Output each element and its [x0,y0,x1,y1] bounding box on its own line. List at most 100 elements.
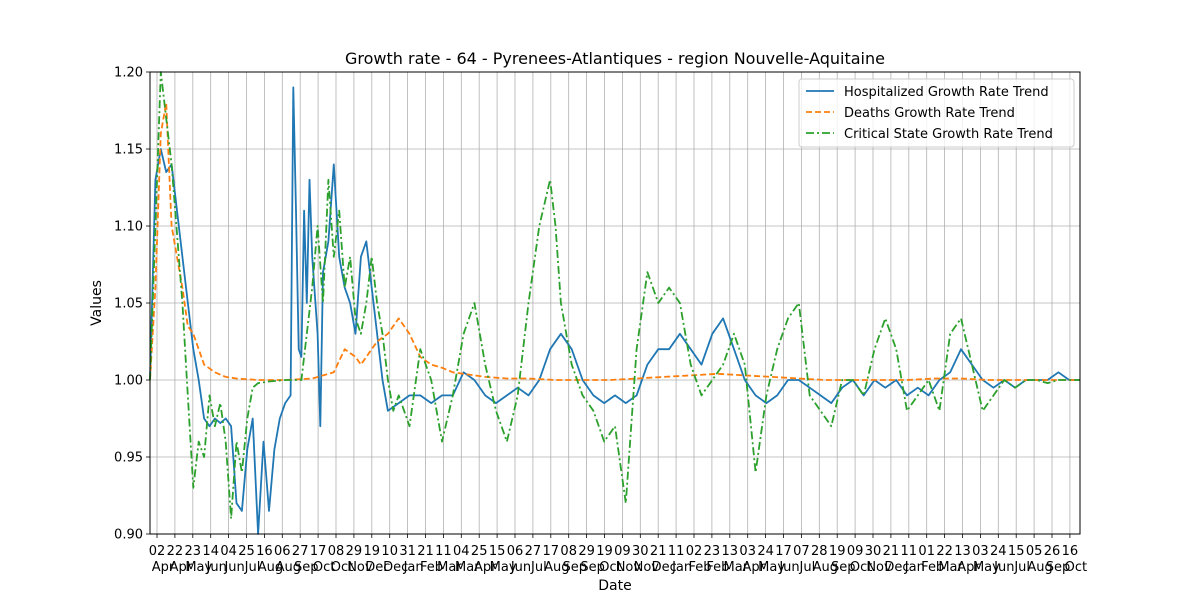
x-tick-day-label: 02 [149,544,166,559]
series-line-1 [149,101,1080,381]
series-line-0 [149,86,1080,535]
x-tick-month-label: Oct [850,560,872,575]
x-tick-month-label: Jan [403,560,424,575]
x-tick-day-label: 08 [328,544,345,559]
x-tick-day-label: 15 [1008,544,1025,559]
x-tick-day-label: 17 [543,544,560,559]
x-tick-month-label: Jun [993,560,1014,575]
y-tick-label: 1.15 [114,143,143,158]
x-tick-month-label: Oct [331,560,353,575]
x-tick-day-label: 06 [507,544,524,559]
y-tick-label: 1.10 [114,220,143,235]
x-tick-day-label: 22 [167,544,184,559]
x-tick-month-label: Jul [530,560,547,575]
x-tick-month-label: Jun [778,560,799,575]
x-tick-month-label: Apr [957,560,980,575]
x-tick-month-label: Oct [1065,560,1087,575]
x-tick-month-label: Mar [437,560,462,575]
chart-title: Growth rate - 64 - Pyrenees-Atlantiques … [345,49,885,68]
x-tick-month-label: Apr [474,560,497,575]
x-tick-day-label: 31 [399,544,416,559]
x-tick-day-label: 03 [972,544,989,559]
x-tick-day-label: 13 [722,544,739,559]
y-tick-label: 1.05 [114,297,143,312]
y-tick-label: 1.20 [114,66,143,81]
x-tick-day-label: 19 [596,544,613,559]
x-tick-month-label: Oct [599,560,621,575]
x-tick-month-label: Mar [938,560,963,575]
legend: Hospitalized Growth Rate Trend Deaths Gro… [798,78,1075,148]
x-tick-month-label: Aug [276,560,301,575]
x-tick-month-label: Jul [244,560,261,575]
x-tick-month-label: Feb [420,560,443,575]
x-tick-day-label: 04 [220,544,237,559]
x-tick-month-label: Jan [904,560,925,575]
x-tick-day-label: 13 [954,544,971,559]
x-tick-day-label: 29 [346,544,363,559]
x-tick-month-label: Jun [206,560,227,575]
x-tick-month-label: May [758,560,785,575]
x-tick-day-label: 11 [668,544,685,559]
x-tick-day-label: 09 [614,544,631,559]
x-tick-day-label: 27 [525,544,542,559]
x-tick-day-label: 24 [757,544,774,559]
y-tick-label: 1.00 [114,374,143,389]
x-tick-day-label: 09 [847,544,864,559]
x-tick-day-label: 26 [1044,544,1061,559]
x-tick-day-label: 05 [1026,544,1043,559]
x-tick-day-label: 11 [901,544,918,559]
x-tick-month-label: Sep [831,560,856,575]
x-tick-month-label: Nov [347,560,373,575]
x-tick-day-label: 11 [435,544,452,559]
x-tick-month-label: Jun [223,560,244,575]
x-tick-day-label: 19 [364,544,381,559]
x-tick-month-label: Mar [724,560,749,575]
legend-label-2: Critical State Growth Rate Trend [844,127,1053,142]
x-tick-month-label: Jun [510,560,531,575]
x-tick-month-label: Sep [562,560,587,575]
x-tick-day-label: 01 [918,544,935,559]
x-tick-day-label: 07 [793,544,810,559]
x-tick-day-label: 30 [865,544,882,559]
x-tick-day-label: 08 [560,544,577,559]
x-tick-month-label: Mar [455,560,480,575]
x-tick-month-label: Sep [1046,560,1071,575]
y-axis-ticks: 0.90 0.95 1.00 1.05 1.10 1.15 1.20 [114,66,150,543]
x-tick-month-label: May [973,560,1000,575]
legend-box [798,78,1075,148]
x-tick-month-label: Feb [706,560,729,575]
x-tick-month-label: Feb [921,560,944,575]
x-tick-day-label: 03 [739,544,756,559]
x-tick-month-label: Aug [544,560,569,575]
x-tick-month-label: Oct [313,560,335,575]
x-tick-month-label: Jul [799,560,816,575]
x-tick-day-label: 14 [202,544,219,559]
x-tick-day-label: 17 [310,544,327,559]
x-tick-day-label: 21 [650,544,667,559]
x-tick-month-label: Dec [365,560,390,575]
x-tick-month-label: May [490,560,517,575]
legend-label-1: Deaths Growth Rate Trend [844,106,1015,121]
x-tick-day-label: 25 [238,544,255,559]
x-tick-day-label: 29 [578,544,595,559]
x-tick-month-label: Nov [634,560,660,575]
x-tick-month-label: Sep [294,560,319,575]
x-tick-day-label: 15 [489,544,506,559]
x-tick-day-label: 06 [274,544,291,559]
x-tick-day-label: 21 [417,544,434,559]
x-tick-month-label: Dec [383,560,408,575]
x-tick-month-label: Dec [884,560,909,575]
x-tick-day-label: 19 [829,544,846,559]
x-tick-month-label: Jan [671,560,692,575]
x-tick-month-label: Feb [688,560,711,575]
x-tick-day-label: 30 [632,544,649,559]
x-tick-month-label: Apr [152,560,175,575]
x-tick-month-label: Aug [813,560,838,575]
x-tick-month-label: Jul [1013,560,1030,575]
x-axis-ticks: 02Apr22Apr23May14Jun04Jun25Jul16Aug06Aug… [149,534,1087,575]
x-tick-day-label: 25 [471,544,488,559]
grid [150,71,1080,535]
y-tick-label: 0.90 [114,528,143,543]
x-tick-day-label: 10 [381,544,398,559]
series-line-2 [149,71,1080,520]
